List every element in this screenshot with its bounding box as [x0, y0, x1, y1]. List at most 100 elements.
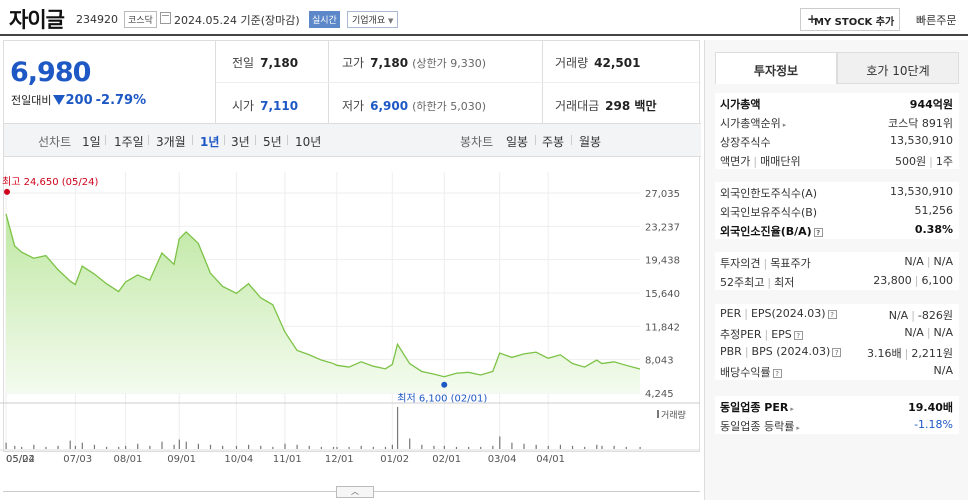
period-5y[interactable]: 5년 — [263, 135, 282, 149]
volume-bar — [409, 438, 411, 449]
stock-code: 234920 — [76, 13, 118, 26]
y-tick-label: 4,245 — [645, 389, 674, 400]
corp-overview-dropdown[interactable]: 기업개요 ▼ — [347, 11, 399, 28]
period-10y[interactable]: 10년 — [295, 135, 322, 149]
x-tick-label: 05/02 — [6, 454, 35, 465]
volume-bar — [443, 445, 445, 449]
volume-bar — [613, 445, 615, 449]
tab-invest-info[interactable]: 투자정보 — [715, 52, 837, 84]
max-marker — [4, 188, 10, 195]
volume-bar — [384, 446, 387, 449]
volume-bar — [235, 445, 238, 449]
high-price: 고가 7,180 (상한가 9,330) — [342, 56, 487, 70]
volume-bar — [45, 446, 47, 449]
volume-bar — [161, 441, 163, 449]
period-1w[interactable]: 1주일 — [114, 135, 144, 149]
foreign-hold-row: 외국인보유주식수(B) 51,256 — [720, 204, 953, 219]
volume-bar — [197, 443, 199, 449]
help-icon[interactable]: ? — [793, 331, 803, 340]
max-label: 최고 24,650 (05/24) — [2, 176, 98, 188]
volume-bar — [596, 444, 598, 449]
chevron-down-icon: ▼ — [388, 17, 394, 25]
volume-bar — [125, 445, 127, 449]
volume-bar — [14, 445, 16, 449]
trade-amount: 거래대금 298 백만 — [555, 99, 657, 113]
x-tick-label: 05/24 — [6, 454, 35, 465]
fast-order-button[interactable]: 빠른주문 — [916, 14, 957, 27]
x-tick-label: 12/01 — [325, 454, 354, 465]
x-tick-label: 02/01 — [432, 454, 461, 465]
sector-rate-row[interactable]: 동일업종 등락률 ▸ -1.18% — [720, 418, 953, 433]
x-tick-label: 07/03 — [63, 454, 92, 465]
x-tick-label: 01/02 — [380, 454, 409, 465]
price-area — [6, 213, 640, 393]
cap-rank-row[interactable]: 시가총액순위 ▸ 코스닥 891위 — [720, 117, 953, 130]
candle-monthly[interactable]: 월봉 — [579, 135, 602, 149]
candle-chart-label: 봉차트 — [460, 135, 494, 149]
calendar-icon — [160, 12, 171, 24]
prev-close: 전일 7,180 — [232, 56, 299, 70]
volume-bar — [296, 444, 298, 449]
volume-bar — [523, 443, 525, 449]
volume-bar — [81, 442, 83, 449]
period-bar: 선차트 1일 1주일 3개월 1년 3년 5년 10년 봉차트 일봉 주봉 월봉 — [4, 123, 701, 157]
y-tick-label: 19,438 — [645, 256, 680, 267]
realtime-button[interactable]: 실시간 — [309, 11, 340, 28]
volume-bar — [69, 440, 71, 449]
help-icon[interactable]: ? — [772, 369, 782, 378]
invest-sidebar: 투자정보 호가 10단계 시가총액 944억원 시가총액순위 ▸ 코스닥 891위 상… — [704, 40, 968, 500]
plus-icon: + — [807, 12, 818, 26]
price-box: 6,980 전일대비 200 -2.79% — [4, 41, 216, 123]
volume-bar — [137, 443, 139, 449]
sector-per-row[interactable]: 동일업종 PER ▸ 19.40배 — [720, 401, 953, 414]
dividend-row: 배당수익률? N/A — [720, 364, 953, 379]
info-group-valuation: PER | EPS(2024.03)? N/A | -826원 추정PER | EPS? N/A… — [715, 304, 959, 380]
current-price: 6,980 — [10, 57, 91, 88]
period-1y[interactable]: 1년 — [200, 135, 220, 149]
volume: 거래량 42,501 — [555, 56, 641, 70]
candle-weekly[interactable]: 주봉 — [542, 135, 565, 149]
low-price: 저가 6,900 (하한가 5,030) — [342, 99, 487, 113]
period-1d[interactable]: 1일 — [82, 135, 101, 149]
help-icon[interactable]: ? — [832, 348, 842, 357]
help-icon[interactable]: ? — [827, 310, 837, 319]
tab-orderbook[interactable]: 호가 10단계 — [837, 52, 959, 84]
volume-bar — [499, 436, 501, 449]
info-group-opinion: 투자의견 | 목표주가 N/A | N/A 52주최고 | 최저 23,800 | 6,100 — [715, 252, 959, 290]
volume-bar — [421, 444, 423, 449]
y-tick-label: 23,237 — [645, 222, 680, 233]
volume-bar — [260, 445, 262, 449]
sidebar-tabs: 투자정보 호가 10단계 — [715, 52, 959, 84]
quote-panel: 6,980 전일대비 200 -2.79% 전일 7,180 고가 7,180 (상한가 … — [3, 40, 701, 452]
caret-right-icon: ▸ — [796, 424, 800, 432]
x-tick-label: 11/01 — [273, 454, 302, 465]
opinion-row: 투자의견 | 목표주가 N/A | N/A — [720, 255, 953, 270]
help-icon[interactable]: ? — [813, 228, 823, 237]
foreign-limit-row: 외국인한도주식수(A) 13,530,910 — [720, 185, 953, 200]
market-cap-row: 시가총액 944억원 — [720, 98, 953, 111]
stock-header: 자이글 234920 코스닥 2024.05.24 기준(장마감) 실시간 기업… — [0, 0, 968, 36]
volume-bar — [571, 445, 574, 449]
mystock-add-button[interactable]: + MY STOCK 추가 — [800, 8, 900, 31]
foreign-ratio-row: 외국인소진율(B/A)? 0.38% — [720, 223, 953, 238]
shares-row: 상장주식수 13,530,910 — [720, 134, 953, 149]
volume-bar — [185, 441, 187, 449]
candle-daily[interactable]: 일봉 — [506, 135, 529, 149]
period-3m[interactable]: 3개월 — [156, 135, 186, 149]
price-line — [5, 213, 641, 378]
period-3y[interactable]: 3년 — [231, 135, 250, 149]
week52-row: 52주최고 | 최저 23,800 | 6,100 — [720, 274, 953, 289]
volume-bar — [372, 446, 374, 449]
volume-bar — [336, 446, 338, 449]
volume-bar — [601, 445, 603, 449]
volume-label: 거래량 — [661, 409, 686, 421]
x-tick-label: 08/01 — [114, 454, 143, 465]
collapse-button[interactable]: ︿ — [336, 486, 374, 498]
line-chart-label: 선차트 — [38, 135, 72, 149]
open-price: 시가 7,110 — [232, 99, 299, 113]
caret-right-icon: ▸ — [790, 405, 794, 413]
y-tick-label: 8,043 — [645, 356, 674, 367]
info-group-sector: 동일업종 PER ▸ 19.40배 동일업종 등락률 ▸ -1.18% — [715, 396, 959, 434]
quote-date: 2024.05.24 기준(장마감) — [174, 14, 300, 27]
info-group-basic: 시가총액 944억원 시가총액순위 ▸ 코스닥 891위 상장주식수 13,530,91… — [715, 93, 959, 169]
